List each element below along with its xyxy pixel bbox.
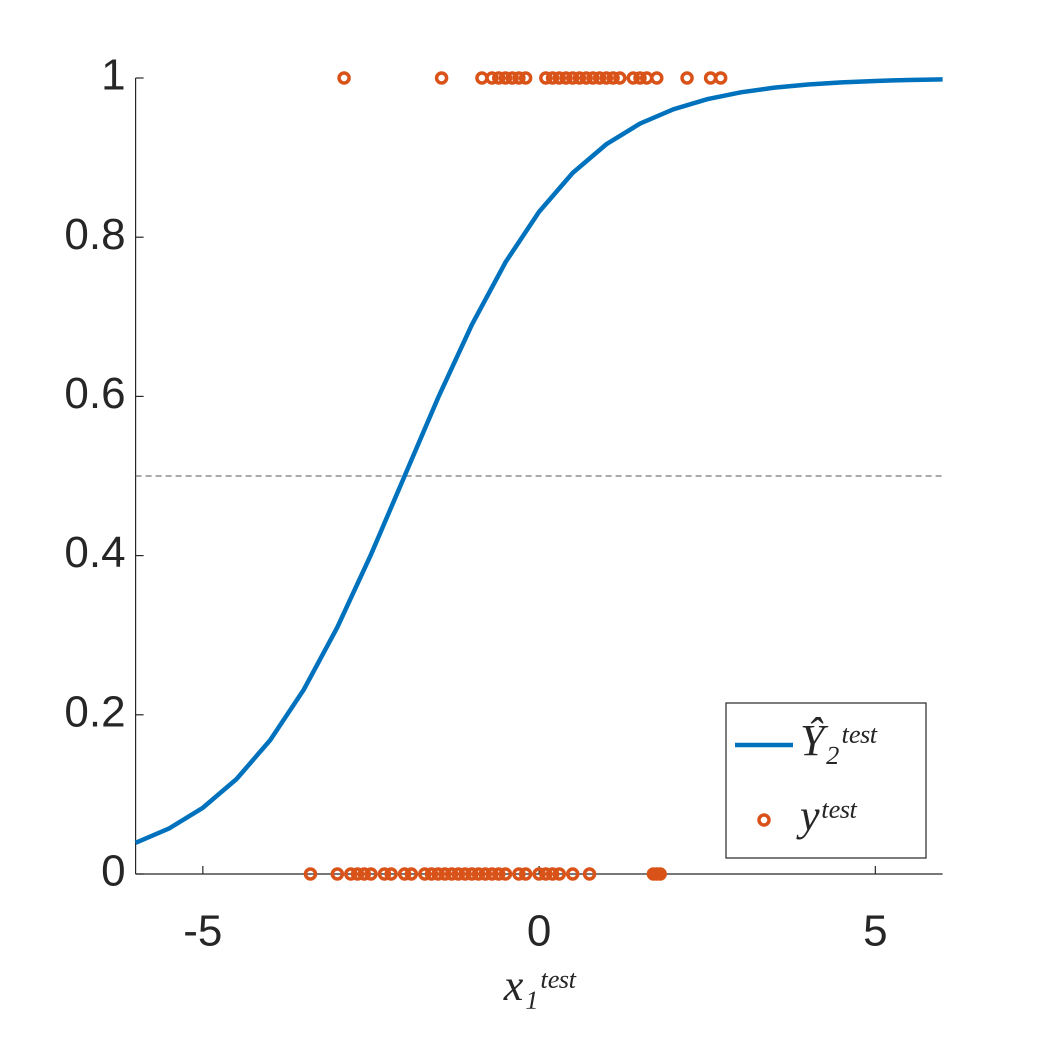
- scatter-point: [364, 867, 378, 881]
- scatter-point: [303, 867, 318, 881]
- scatter-point: [438, 867, 452, 881]
- y-tick-label: 0.2: [64, 687, 125, 736]
- y-tick-label: 0.4: [64, 528, 125, 577]
- scatter-point: [330, 867, 345, 881]
- scatter-point: [350, 867, 365, 881]
- scatter-point: [498, 867, 513, 881]
- scatter-point: [424, 867, 439, 881]
- scatter-point: [633, 71, 647, 85]
- scatter-point: [512, 71, 526, 85]
- scatter-point: [592, 71, 607, 85]
- scatter-point: [559, 71, 573, 85]
- curve: [134, 77, 943, 845]
- scatter-point: [613, 71, 627, 85]
- legend: Ŷ₂ᵗᵉˢᵗ yᵗᵉˢᵗ: [725, 702, 927, 859]
- scatter-point: [384, 867, 398, 881]
- scatter-point: [626, 71, 640, 85]
- y-tick-label: 0.6: [64, 369, 125, 418]
- scatter-point: [650, 71, 664, 85]
- scatter-point: [713, 71, 728, 85]
- scatter-point: [552, 867, 567, 881]
- scatter-point: [337, 71, 351, 85]
- scatter-point: [552, 71, 567, 85]
- scatter-point: [451, 867, 466, 881]
- scatter-point: [599, 71, 614, 85]
- scatter-point: [539, 867, 553, 881]
- x-tick-label: -5: [183, 907, 222, 956]
- legend-swatch: [757, 813, 771, 827]
- scatter-point: [478, 867, 493, 881]
- scatter-point: [505, 71, 519, 85]
- scatter-point: [492, 71, 506, 85]
- scatter-point: [545, 71, 560, 85]
- scatter-point: [404, 867, 419, 881]
- scatter-point: [565, 867, 580, 881]
- x-tick-label: 0: [527, 907, 551, 956]
- y-tick-label: 0: [101, 847, 125, 896]
- scatter-point: [418, 867, 432, 881]
- scatter-point: [485, 71, 499, 85]
- scatter-point: [539, 71, 553, 85]
- scatter-point: [465, 867, 479, 881]
- scatter-point: [485, 867, 499, 881]
- scatter-point: [532, 867, 546, 881]
- scatter-point: [572, 71, 587, 85]
- scatter-point: [518, 867, 533, 881]
- scatter-point: [471, 867, 486, 881]
- legend-box: [725, 702, 927, 859]
- scatter-point: [458, 867, 472, 881]
- scatter-point: [498, 71, 513, 85]
- scatter-point: [518, 71, 533, 85]
- scatter-point: [606, 71, 620, 85]
- scatter-point: [431, 867, 445, 881]
- scatter-point: [545, 867, 560, 881]
- scatter-point: [653, 867, 667, 881]
- legend-label: Ŷ₂ᵗᵉˢᵗ: [800, 716, 878, 765]
- x-axis-label: x₁ᵗᵉˢᵗ: [503, 961, 577, 1010]
- scatter-point: [565, 71, 580, 85]
- scatter-point: [512, 867, 526, 881]
- scatter-point: [434, 71, 449, 85]
- x-tick-label: 5: [863, 907, 887, 956]
- scatter-point: [492, 867, 506, 881]
- y-tick-label: 0.8: [64, 210, 125, 259]
- y-tick-label: 1: [101, 51, 125, 100]
- scatter-point: [586, 71, 600, 85]
- scatter-point: [377, 867, 392, 881]
- legend-label: yᵗᵉˢᵗ: [796, 791, 858, 840]
- scatter-point: [357, 867, 371, 881]
- scatter-point: [344, 867, 358, 881]
- scatter-point: [582, 867, 597, 881]
- scatter-point: [397, 867, 412, 881]
- scatter-point: [579, 71, 593, 85]
- scatter-point: [680, 71, 694, 85]
- scatter-point: [444, 867, 459, 881]
